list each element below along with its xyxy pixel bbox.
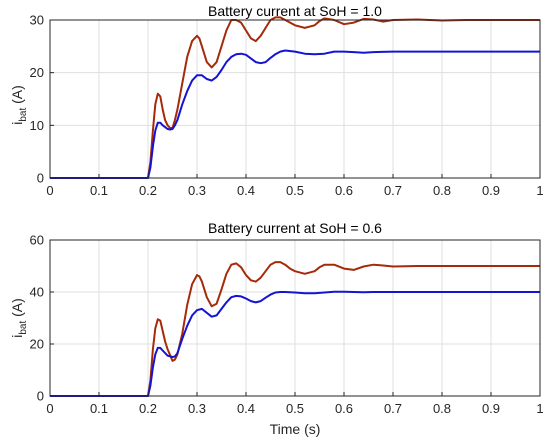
plot-soh-1-0: Battery current at SoH = 1.0 0 0.1 0.2 0.3 0… [9,3,544,198]
x-tick-label: 1 [536,183,543,198]
x-tick-label: 0.9 [482,401,500,416]
x-tick-label: 0.3 [188,183,206,198]
x-tick-label: 0.1 [90,183,108,198]
y-tick-label: 30 [30,13,44,28]
y-axis-label-main: i [9,335,25,338]
x-tick-label: 0.9 [482,183,500,198]
y-tick-label: 60 [30,233,44,248]
x-tick-label: 0.2 [139,183,157,198]
y-tick-label: 10 [30,118,44,133]
x-tick-label: 0.7 [384,401,402,416]
plot-title: Battery current at SoH = 0.6 [208,220,382,236]
series-layer [50,261,540,397]
x-tick-label: 0.8 [433,183,451,198]
x-tick-label: 0.5 [286,401,304,416]
grid [49,239,541,397]
tick-layer: 0 0.1 0.2 0.3 0.4 0.5 0.6 0.7 0.8 0.9 1 0 20 40 60 [30,233,544,417]
x-tick-label: 0.4 [237,401,255,416]
x-tick-label: 0.7 [384,183,402,198]
plot-soh-0-6: Battery current at SoH = 0.6 0 0.1 0.2 0.3 0… [9,220,544,437]
y-axis-label-main: i [9,122,25,125]
x-axis-label: Time (s) [270,421,321,437]
series-line-1 [50,290,540,397]
y-tick-label: 20 [30,65,44,80]
y-axis-label-sub: bat [18,321,29,335]
series-line-1 [50,49,540,179]
y-tick-label: 0 [37,171,44,186]
series-line-0 [50,261,540,397]
x-tick-label: 0.6 [335,401,353,416]
x-tick-label: 0.6 [335,183,353,198]
x-tick-label: 0 [46,183,53,198]
y-axis-label: ibat (A) [9,85,29,125]
x-tick-label: 0.3 [188,401,206,416]
x-tick-label: 0.5 [286,183,304,198]
y-axis-label-sub: bat [18,108,29,122]
x-tick-label: 0.1 [90,401,108,416]
x-tick-label: 0.2 [139,401,157,416]
x-tick-label: 0.8 [433,401,451,416]
x-tick-label: 1 [536,401,543,416]
y-axis-label-unit: (A) [9,298,25,321]
y-tick-label: 40 [30,285,44,300]
plot-title: Battery current at SoH = 1.0 [208,3,382,19]
grid [49,19,541,179]
y-tick-label: 0 [37,389,44,404]
y-tick-label: 20 [30,337,44,352]
y-axis-label-unit: (A) [9,85,25,108]
y-axis-label: ibat (A) [9,298,29,338]
x-tick-label: 0.4 [237,183,255,198]
x-tick-label: 0 [46,401,53,416]
